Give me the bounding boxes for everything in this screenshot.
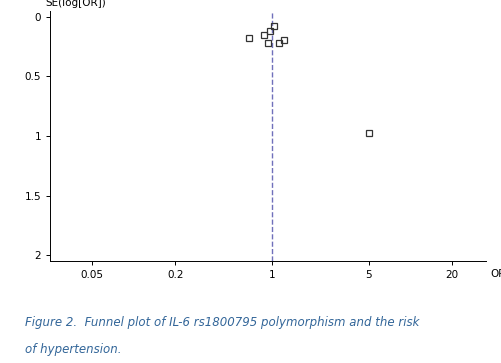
Text: SE(log[OR]): SE(log[OR]) [46,0,107,8]
Text: OR: OR [490,269,501,279]
Text: of hypertension.: of hypertension. [25,343,122,356]
Text: Figure 2.  Funnel plot of IL-6 rs1800795 polymorphism and the risk: Figure 2. Funnel plot of IL-6 rs1800795 … [25,316,419,329]
